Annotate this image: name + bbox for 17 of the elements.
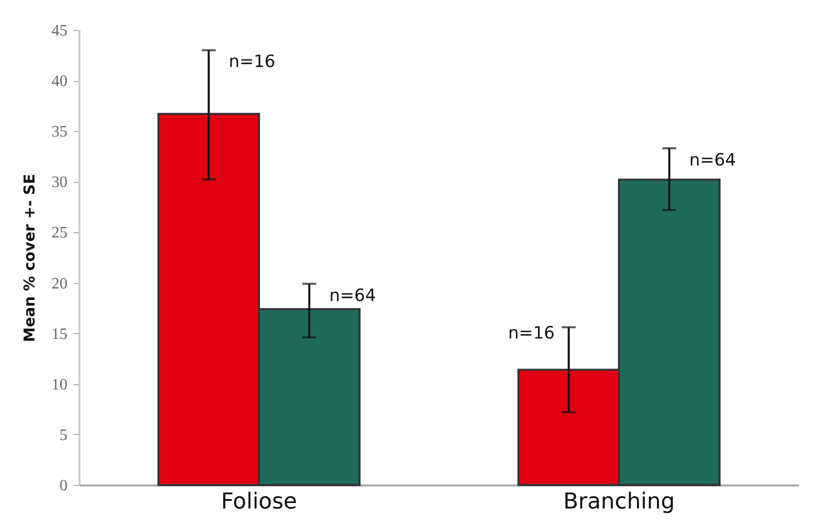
- annotation: n=16: [228, 52, 276, 72]
- y-tick-label: 45: [52, 22, 68, 40]
- y-axis-title: Mean % cover +- SE: [20, 174, 38, 342]
- y-tick-label: 35: [52, 124, 68, 141]
- annotation: n=64: [329, 286, 376, 306]
- y-tick-label: 15: [52, 326, 68, 343]
- annotation: n=64: [689, 150, 736, 170]
- y-tick-label: 40: [52, 73, 68, 90]
- y-tick-label: 0: [60, 478, 68, 494]
- y-tick-label: 30: [52, 174, 68, 192]
- annotation: n=16: [508, 323, 555, 344]
- y-tick-label: 10: [52, 376, 68, 394]
- y-tick-label: 25: [52, 224, 68, 242]
- y-tick-label: 5: [60, 426, 68, 444]
- x-tick-label: Branching: [563, 490, 675, 514]
- y-tick-label: 20: [52, 275, 68, 292]
- x-tick-label: Foliose: [220, 490, 298, 514]
